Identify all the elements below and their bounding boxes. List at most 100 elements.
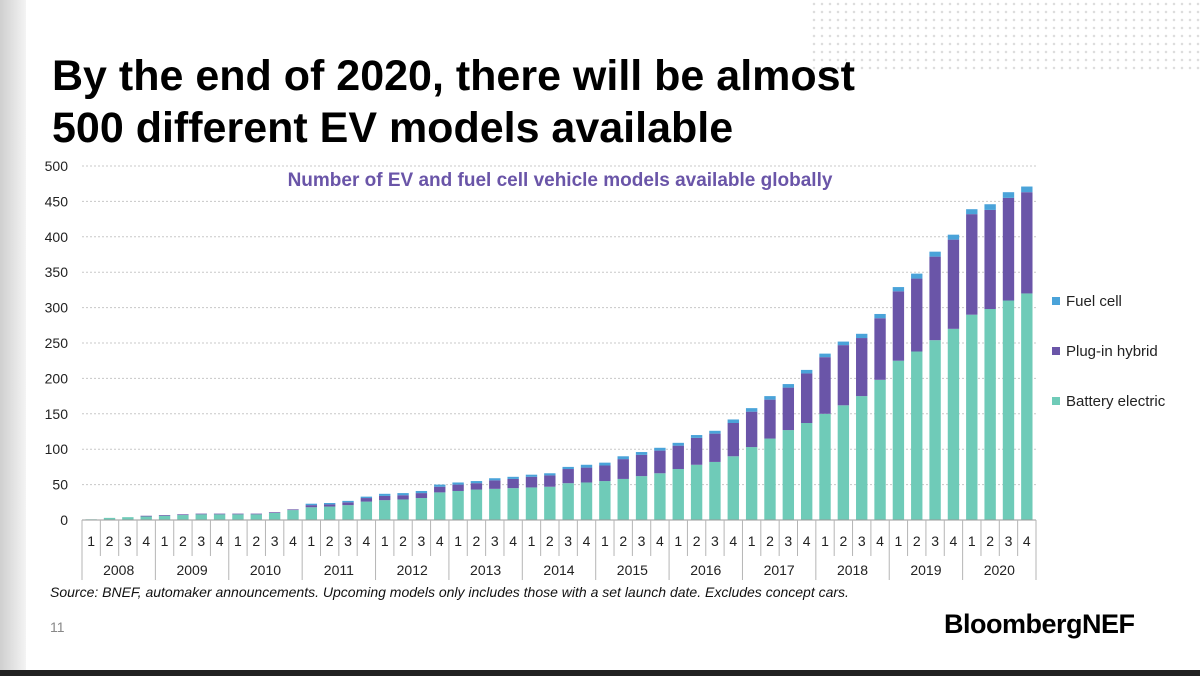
x-quarter-label: 3 [931,533,939,549]
x-year-label: 2009 [176,562,207,578]
bar-segment-plug-in-hybrid [140,515,152,517]
bar-segment-plug-in-hybrid [379,495,391,501]
bar-segment-fuel-cell [819,353,831,358]
bar-segment-fuel-cell [562,466,574,470]
bar-segment-plug-in-hybrid [268,512,281,513]
x-quarter-label: 3 [491,533,499,549]
bar-segment-plug-in-hybrid [911,278,923,352]
bar-segment-battery-electric [709,461,721,520]
bottom-bar [0,670,1200,676]
bar-segment-plug-in-hybrid [544,475,556,487]
bar-segment-fuel-cell [690,435,703,438]
x-year-label: 2012 [397,562,428,578]
bar-segment-fuel-cell [617,456,629,460]
bar-segment-plug-in-hybrid [562,469,574,484]
x-quarter-label: 1 [601,533,609,549]
x-quarter-label: 4 [656,533,664,549]
bar-segment-plug-in-hybrid [415,493,428,499]
bar-segment-battery-electric [323,506,336,520]
bar-segment-plug-in-hybrid [470,483,483,490]
y-tick-label: 500 [45,158,69,174]
bar-segment-plug-in-hybrid [305,505,318,508]
bar-segment-plug-in-hybrid [874,318,886,380]
bar-segment-battery-electric [966,314,978,520]
x-year-label: 2017 [764,562,795,578]
bar-segment-battery-electric [232,514,244,520]
bar-segment-plug-in-hybrid [397,495,409,500]
bar-segment-fuel-cell [323,503,336,505]
y-tick-label: 0 [60,512,68,528]
bar-segment-plug-in-hybrid [709,433,721,462]
x-quarter-label: 4 [876,533,884,549]
y-tick-label: 200 [45,370,69,386]
y-tick-label: 100 [45,441,69,457]
x-quarter-label: 4 [1023,533,1031,549]
bar-segment-plug-in-hybrid [727,423,739,457]
bar-segment-battery-electric [1021,293,1033,520]
bar-segment-battery-electric [635,476,648,520]
bar-segment-fuel-cell [360,496,373,499]
y-tick-label: 50 [52,477,68,493]
bar-segment-battery-electric [213,514,226,520]
x-quarter-label: 3 [1005,533,1013,549]
bar-segment-plug-in-hybrid [434,486,446,493]
bar-segment-plug-in-hybrid [892,291,905,361]
x-quarter-label: 2 [106,533,114,549]
x-quarter-label: 3 [564,533,572,549]
x-quarter-label: 2 [693,533,701,549]
bar-segment-fuel-cell [580,464,593,468]
bar-segment-fuel-cell [966,209,978,215]
x-quarter-label: 1 [161,533,169,549]
bar-segment-plug-in-hybrid [158,515,171,516]
page-number: 11 [50,619,65,635]
bar-segment-fuel-cell [470,481,483,484]
bar-segment-fuel-cell [415,490,428,494]
bar-segment-battery-electric [250,514,262,520]
bar-segment-plug-in-hybrid [764,399,776,439]
bar-segment-fuel-cell [782,384,795,388]
bar-segment-fuel-cell [507,476,519,479]
bar-segment-plug-in-hybrid [213,513,226,515]
bar-segment-battery-electric [654,473,666,520]
bar-segment-plug-in-hybrid [195,513,207,515]
bar-segment-battery-electric [617,478,629,520]
x-quarter-label: 1 [968,533,976,549]
bar-segment-battery-electric [874,379,886,520]
x-year-label: 2016 [690,562,721,578]
bar-segment-plug-in-hybrid [342,502,354,506]
x-quarter-label: 3 [858,533,866,549]
bar-segment-plug-in-hybrid [360,498,373,502]
bar-segment-fuel-cell [525,474,538,477]
slide-title-line-2: 500 different EV models available [52,104,734,152]
bar-segment-battery-electric [103,517,116,520]
x-year-label: 2011 [324,562,354,578]
bar-segment-fuel-cell [947,234,960,240]
chart-title: Number of EV and fuel cell vehicle model… [287,170,833,191]
legend-label: Plug-in hybrid [1066,343,1158,360]
legend-swatch [1052,347,1060,356]
x-quarter-label: 2 [986,533,994,549]
bar-segment-battery-electric [195,514,207,520]
x-quarter-label: 3 [418,533,426,549]
y-tick-label: 300 [45,300,69,316]
x-quarter-label: 3 [197,533,205,549]
x-quarter-label: 3 [711,533,719,549]
bar-segment-fuel-cell [635,452,648,455]
bar-segment-battery-electric [819,413,831,520]
bar-segment-battery-electric [929,340,941,520]
bar-segment-battery-electric [525,487,538,520]
bar-segment-fuel-cell [599,462,611,466]
x-quarter-label: 2 [619,533,627,549]
x-quarter-label: 1 [87,533,95,549]
legend-item: Fuel cell [1052,293,1122,315]
x-quarter-label: 2 [326,533,334,549]
legend-item: Plug-in hybrid [1052,343,1158,365]
bar-segment-plug-in-hybrid [250,513,262,515]
bar-segment-plug-in-hybrid [232,513,244,515]
bar-segment-fuel-cell [1021,186,1033,193]
x-year-label: 2020 [984,562,1015,578]
x-quarter-label: 1 [528,533,536,549]
y-tick-label: 450 [45,193,69,209]
bar-segment-plug-in-hybrid [837,345,850,406]
bar-segment-plug-in-hybrid [635,454,648,477]
